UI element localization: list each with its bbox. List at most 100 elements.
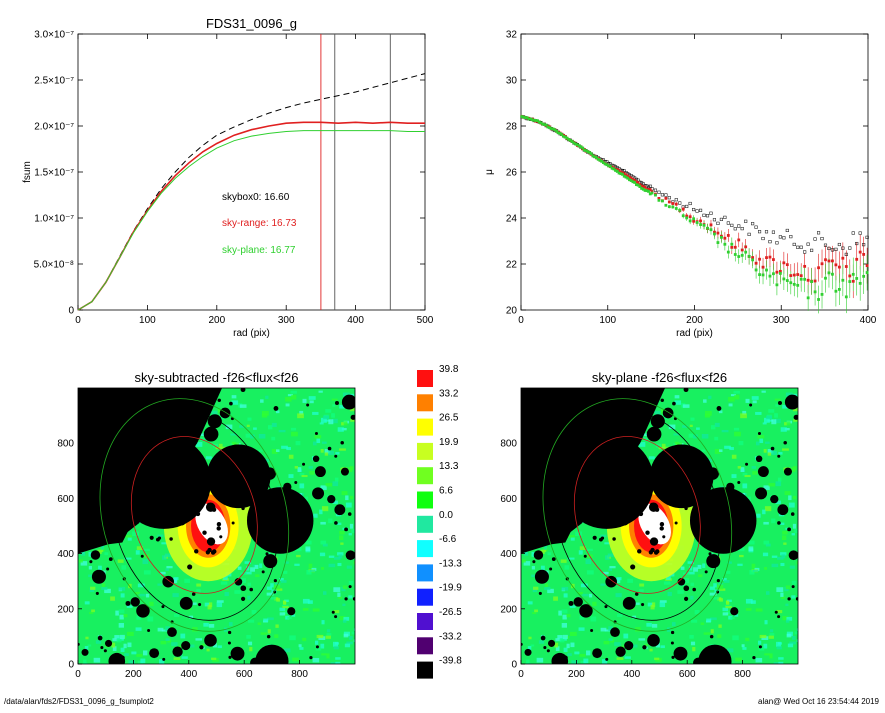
data-point bbox=[638, 185, 642, 188]
noise-pixel bbox=[680, 566, 685, 570]
noise-pixel bbox=[341, 422, 345, 426]
data-point bbox=[614, 169, 617, 172]
noise-pixel bbox=[266, 592, 274, 596]
data-point bbox=[615, 168, 619, 172]
core-star-mask bbox=[659, 521, 665, 527]
data-point bbox=[830, 248, 834, 252]
noise-pixel bbox=[348, 533, 352, 536]
data-point bbox=[647, 189, 650, 193]
star-mask bbox=[707, 511, 711, 515]
noise-pixel bbox=[677, 590, 684, 594]
core-star-mask bbox=[649, 502, 655, 508]
star-mask bbox=[106, 567, 110, 571]
noise-pixel bbox=[740, 467, 745, 472]
data-point bbox=[569, 139, 572, 142]
noise-pixel bbox=[321, 441, 327, 444]
y-tick-label: 1.5×10⁻⁷ bbox=[34, 168, 74, 179]
core-star-mask bbox=[645, 530, 650, 535]
noise-pixel bbox=[319, 552, 326, 557]
noise-pixel bbox=[280, 579, 287, 583]
noise-pixel bbox=[316, 634, 324, 639]
data-point bbox=[775, 270, 779, 274]
data-point bbox=[523, 116, 527, 120]
noise-pixel bbox=[220, 581, 228, 585]
star-mask bbox=[598, 537, 603, 542]
core-star-mask bbox=[207, 547, 212, 553]
star-mask bbox=[230, 646, 245, 661]
noise-pixel bbox=[765, 543, 771, 547]
data-point bbox=[631, 180, 635, 184]
star-mask bbox=[540, 635, 546, 641]
noise-pixel bbox=[763, 643, 768, 649]
noise-pixel bbox=[118, 623, 125, 628]
data-point bbox=[530, 118, 534, 122]
noise-pixel bbox=[306, 570, 312, 575]
data-point bbox=[747, 232, 751, 236]
data-point bbox=[534, 119, 538, 122]
noise-pixel bbox=[674, 395, 680, 399]
x-tick-label: 400 bbox=[623, 669, 640, 680]
noise-pixel bbox=[578, 627, 585, 631]
noise-pixel bbox=[796, 561, 798, 565]
data-point bbox=[865, 235, 869, 239]
noise-pixel bbox=[261, 411, 269, 416]
star-mask bbox=[659, 473, 664, 479]
noise-pixel bbox=[755, 411, 762, 415]
star-mask bbox=[545, 482, 553, 490]
star-mask bbox=[334, 400, 339, 405]
data-point bbox=[820, 262, 824, 266]
noise-pixel bbox=[782, 448, 789, 451]
noise-pixel bbox=[773, 662, 781, 664]
noise-pixel bbox=[89, 612, 94, 615]
noise-pixel bbox=[714, 449, 721, 454]
noise-pixel bbox=[322, 591, 327, 595]
noise-pixel bbox=[203, 622, 209, 627]
noise-pixel bbox=[782, 404, 788, 409]
y-tick-label: 2.5×10⁻⁷ bbox=[34, 76, 74, 87]
noise-pixel bbox=[763, 417, 770, 423]
noise-pixel bbox=[579, 546, 586, 550]
data-point bbox=[778, 272, 782, 275]
data-point bbox=[681, 214, 685, 218]
mask-circle bbox=[108, 652, 126, 664]
noise-pixel bbox=[309, 569, 316, 572]
data-point bbox=[548, 126, 552, 130]
star-mask bbox=[524, 648, 532, 656]
noise-pixel bbox=[771, 555, 778, 558]
noise-pixel bbox=[302, 637, 307, 642]
star-mask bbox=[641, 602, 645, 607]
noise-pixel bbox=[315, 640, 319, 645]
data-point bbox=[685, 204, 689, 209]
noise-pixel bbox=[758, 647, 765, 651]
noise-pixel bbox=[114, 635, 120, 639]
data-point bbox=[726, 250, 730, 254]
star-mask bbox=[551, 557, 556, 562]
data-point bbox=[858, 281, 862, 285]
noise-pixel bbox=[315, 647, 322, 651]
colorbar-swatch bbox=[417, 370, 433, 387]
noise-pixel bbox=[737, 466, 742, 469]
noise-pixel bbox=[332, 500, 339, 504]
star-mask bbox=[154, 513, 166, 524]
star-mask bbox=[756, 458, 761, 462]
noise-pixel bbox=[761, 636, 769, 640]
colorbar-label: 33.2 bbox=[439, 388, 459, 399]
noise-pixel bbox=[778, 661, 784, 664]
legend-annotation: sky-plane: 16.77 bbox=[222, 245, 296, 256]
noise-pixel bbox=[140, 658, 146, 664]
noise-pixel bbox=[531, 551, 536, 557]
noise-pixel bbox=[136, 546, 143, 550]
noise-pixel bbox=[570, 537, 575, 541]
x-tick-label: 400 bbox=[180, 669, 197, 680]
y-tick-label: 26 bbox=[506, 168, 518, 179]
noise-pixel bbox=[328, 563, 336, 568]
data-point bbox=[803, 250, 807, 254]
data-point bbox=[775, 241, 779, 245]
data-point bbox=[713, 230, 716, 234]
data-point bbox=[575, 143, 579, 147]
noise-pixel bbox=[279, 612, 286, 616]
star-mask bbox=[345, 550, 355, 561]
data-point bbox=[678, 208, 682, 212]
noise-pixel bbox=[231, 441, 236, 445]
colorbar-swatch bbox=[417, 637, 433, 655]
